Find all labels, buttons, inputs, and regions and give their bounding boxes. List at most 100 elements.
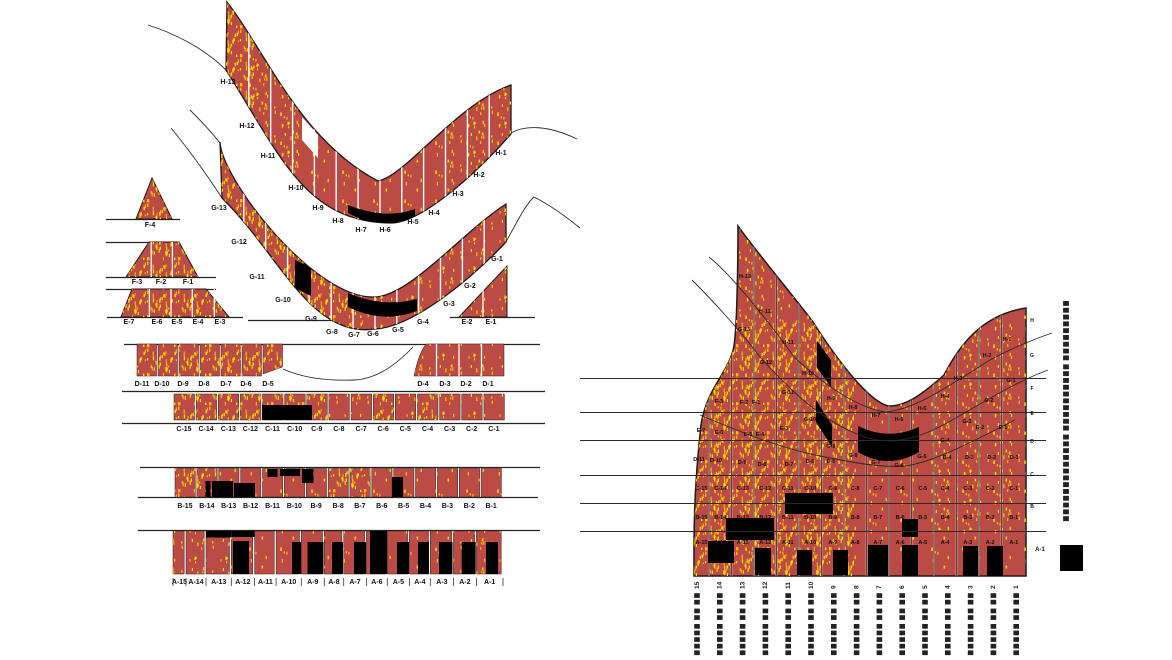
svg-text:A-12: A-12	[759, 540, 771, 546]
svg-text:A-6: A-6	[896, 540, 905, 546]
svg-text:G-7: G-7	[871, 460, 880, 466]
svg-text:C-1: C-1	[488, 426, 499, 433]
svg-text:G-10: G-10	[804, 417, 816, 423]
svg-text:C-6: C-6	[896, 486, 905, 492]
svg-text:H-11: H-11	[782, 340, 794, 346]
svg-text:A-7: A-7	[873, 540, 882, 546]
svg-text:A-5: A-5	[918, 540, 927, 546]
svg-text:G-3: G-3	[962, 419, 971, 425]
svg-text:H-7: H-7	[872, 413, 881, 419]
svg-text:C-7: C-7	[355, 426, 366, 433]
svg-text:C-13: C-13	[737, 486, 749, 492]
svg-text:D-10: D-10	[154, 381, 169, 388]
svg-text:D-9: D-9	[177, 381, 188, 388]
svg-text:B-13: B-13	[737, 515, 749, 521]
svg-text:C-8: C-8	[851, 486, 860, 492]
svg-text:C-1: C-1	[1009, 486, 1018, 492]
svg-text:E-5: E-5	[172, 319, 183, 326]
svg-text:B-15: B-15	[696, 515, 708, 521]
svg-text:H-9: H-9	[312, 205, 323, 212]
svg-text:B-11: B-11	[265, 503, 280, 510]
svg-text:A-15: A-15	[696, 540, 708, 546]
svg-text:D-11: D-11	[693, 457, 705, 463]
svg-text:3: 3	[967, 585, 974, 589]
svg-text:C-3: C-3	[963, 486, 972, 492]
svg-text:D-4: D-4	[943, 455, 953, 461]
svg-text:G-13: G-13	[738, 327, 750, 333]
svg-text:C-4: C-4	[941, 486, 951, 492]
svg-text:E-1: E-1	[486, 319, 497, 326]
svg-text:D-7: D-7	[785, 462, 794, 468]
svg-text:12: 12	[762, 581, 769, 589]
svg-text:G-5: G-5	[392, 327, 404, 334]
svg-text:F-3: F-3	[132, 279, 143, 286]
svg-text:A-10: A-10	[804, 540, 816, 546]
svg-text:G-8: G-8	[848, 453, 857, 459]
svg-text:B-5: B-5	[918, 515, 927, 521]
svg-text:A-5: A-5	[393, 579, 404, 586]
svg-text:H-8: H-8	[332, 218, 343, 225]
svg-text:A-7: A-7	[349, 579, 360, 586]
svg-text:G-1: G-1	[491, 256, 503, 263]
svg-text:B-13: B-13	[221, 503, 236, 510]
svg-text:D-6: D-6	[806, 459, 815, 465]
svg-text:H-9: H-9	[827, 396, 836, 402]
svg-text:G-3: G-3	[443, 301, 455, 308]
svg-text:B-8: B-8	[851, 515, 860, 521]
svg-text:D-2: D-2	[460, 381, 471, 388]
svg-text:D-10: D-10	[710, 458, 722, 464]
svg-text:E-3: E-3	[780, 426, 789, 432]
svg-text:C-14: C-14	[199, 426, 214, 433]
svg-text:B-10: B-10	[287, 503, 302, 510]
svg-text:H-8: H-8	[849, 405, 858, 411]
svg-text:B-11: B-11	[782, 515, 794, 521]
svg-text:D-8: D-8	[758, 462, 767, 468]
svg-text:B-2: B-2	[986, 515, 995, 521]
svg-text:G-11: G-11	[782, 390, 794, 396]
svg-text:H-12: H-12	[759, 309, 771, 315]
svg-text:C-9: C-9	[828, 486, 837, 492]
svg-text:A-9: A-9	[828, 540, 837, 546]
svg-text:B-9: B-9	[311, 503, 322, 510]
svg-text:H-1: H-1	[1003, 337, 1012, 343]
svg-text:G-2: G-2	[464, 283, 476, 290]
svg-text:C-10: C-10	[804, 486, 816, 492]
svg-text:A-13: A-13	[211, 579, 226, 586]
svg-text:E-2: E-2	[462, 319, 473, 326]
svg-text:C-3: C-3	[444, 426, 455, 433]
svg-text:H: H	[1030, 318, 1034, 324]
svg-text:F-3: F-3	[715, 399, 723, 405]
svg-text:A-2: A-2	[459, 579, 470, 586]
svg-text:D-5: D-5	[262, 381, 273, 388]
svg-text:A-15: A-15	[172, 579, 187, 586]
svg-text:B-12: B-12	[243, 503, 258, 510]
svg-text:C: C	[1030, 472, 1034, 478]
svg-text:C-2: C-2	[466, 426, 477, 433]
svg-text:G-10: G-10	[275, 297, 291, 304]
svg-text:H-4: H-4	[941, 394, 951, 400]
svg-text:G-4: G-4	[940, 438, 950, 444]
svg-text:B-2: B-2	[464, 503, 475, 510]
svg-text:14: 14	[717, 581, 724, 589]
svg-text:F-1: F-1	[752, 400, 760, 406]
svg-text:C-5: C-5	[400, 426, 411, 433]
svg-text:A-14: A-14	[188, 579, 203, 586]
svg-text:E-4: E-4	[193, 319, 204, 326]
svg-text:C-15: C-15	[176, 426, 191, 433]
svg-text:D-7: D-7	[220, 381, 231, 388]
svg-text:B: B	[1030, 504, 1034, 510]
svg-text:D-1: D-1	[482, 381, 493, 388]
svg-text:G-9: G-9	[826, 444, 835, 450]
svg-text:E-6: E-6	[152, 319, 163, 326]
svg-text:H-5: H-5	[918, 406, 927, 412]
svg-text:G-11: G-11	[249, 274, 264, 281]
svg-text:A-2: A-2	[986, 540, 995, 546]
svg-text:B-6: B-6	[896, 515, 905, 521]
svg-text:C-15: C-15	[696, 486, 708, 492]
svg-text:G-9: G-9	[305, 316, 317, 323]
svg-text:A-1: A-1	[1009, 540, 1018, 546]
svg-text:B-1: B-1	[1009, 515, 1018, 521]
svg-text:C-7: C-7	[873, 486, 882, 492]
svg-text:D: D	[1030, 439, 1034, 445]
svg-text:D-2: D-2	[987, 455, 996, 461]
